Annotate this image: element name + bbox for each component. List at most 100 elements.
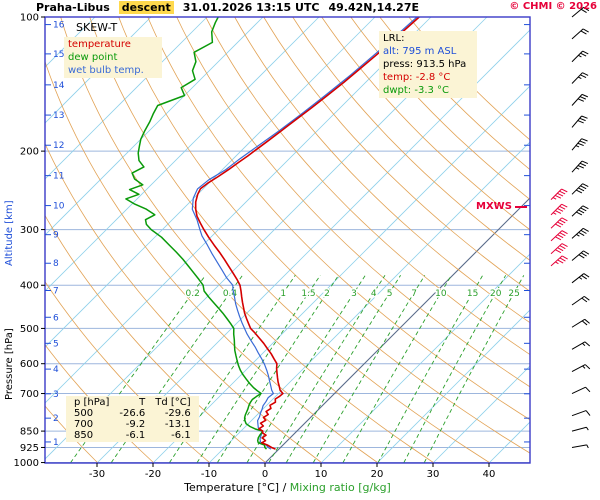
legend-item-dewpoint: dew point [68, 52, 118, 63]
temperature-curve [194, 17, 420, 450]
sounding-table-panel: p [hPa] T Td [°C] 500 -26.6 -29.6 700 -9… [66, 396, 199, 442]
lrl-heading: LRL: [383, 33, 405, 44]
altitude-tick-label: 5 [53, 339, 59, 349]
wind-barb [571, 364, 591, 373]
mixing-ratio-value-label: 10 [435, 289, 447, 299]
wind-barb [571, 444, 589, 449]
copyright-text: © CHMI © 2026 [509, 1, 597, 12]
max-wind-label: MXWS [476, 201, 527, 212]
pressure-tick-label: 850 [20, 427, 39, 438]
cell-td-700: -13.1 [164, 419, 191, 430]
cell-t-500: -26.6 [119, 408, 146, 419]
wind-barb [571, 410, 591, 417]
temperature-tick-label: -30 [89, 469, 105, 480]
altitude-tick-label: 4 [53, 365, 59, 375]
mixing-ratio-value-label: 4 [371, 289, 377, 299]
wind-barb [571, 93, 589, 106]
curve-legend: temperature dew point wet bulb temp. [64, 37, 162, 78]
wind-barb [571, 72, 589, 84]
wind-barb [550, 243, 568, 255]
altitude-tick-label: 13 [53, 111, 64, 121]
x-axis-mixing-label: Mixing ratio [g/kg] [289, 481, 391, 494]
mxws-text: MXWS [476, 201, 512, 212]
lrl-info-box: LRL: alt: 795 m ASL press: 913.5 hPa tem… [379, 31, 477, 98]
table-header-p: p [hPa] [74, 397, 110, 408]
pressure-axis-label: Pressure [hPa] [4, 328, 15, 400]
temperature-tick-label: -10 [201, 469, 217, 480]
mixing-ratio-value-label: 25 [508, 289, 519, 299]
wind-barb [571, 386, 591, 394]
wind-barb [571, 28, 589, 40]
wind-barb [571, 50, 589, 63]
cell-td-500: -29.6 [164, 408, 191, 419]
lrl-dewpoint: dwpt: -3.3 °C [383, 85, 450, 96]
dew-point-curve [125, 17, 268, 450]
sounding-datetime: 31.01.2026 13:15 UTC [182, 1, 320, 14]
table-header-td: Td [°C] [155, 397, 191, 408]
pressure-tick-label: 200 [20, 147, 39, 158]
wind-barb [571, 138, 588, 151]
pressure-tick-label: 300 [20, 225, 39, 236]
temperature-tick-label: 10 [315, 469, 328, 480]
altitude-tick-label: 12 [53, 141, 64, 151]
plot-frame [44, 16, 531, 464]
table-header-t: T [139, 397, 146, 408]
altitude-tick-label: 10 [53, 202, 65, 212]
temperature-tick-label: 40 [483, 469, 496, 480]
mixing-ratio-value-label: 5 [387, 289, 393, 299]
mixing-ratio-value-label: 15 [467, 289, 478, 299]
pressure-tick-label: 925 [20, 443, 39, 454]
wind-barb [550, 188, 568, 200]
diagram-type-label: SKEW-T [76, 21, 118, 34]
cell-p-700: 700 [74, 419, 94, 430]
station-coords: 49.42N,14.27E [328, 1, 420, 14]
wind-barb [571, 318, 590, 328]
sounding-mode-badge: descent [118, 1, 174, 14]
sounding-curves [125, 17, 420, 450]
cell-td-850: -6.1 [171, 430, 191, 441]
temperature-tick-label: -20 [145, 469, 161, 480]
wind-barb [571, 250, 590, 261]
wind-barb [571, 341, 591, 350]
table-row: 700 -9.2 -13.1 [69, 419, 196, 430]
wind-barb [571, 183, 589, 195]
altitude-tick-label: 8 [53, 259, 59, 269]
mxws-pointer-line [514, 205, 527, 208]
mixing-ratio-value-label: 1 [280, 289, 286, 299]
x-axis-separator: / [279, 481, 290, 494]
x-axis-caption: Temperature [°C] / Mixing ratio [g/kg] [0, 481, 575, 494]
mixing-ratio-value-label: 7 [411, 289, 417, 299]
table-header-row: p [hPa] T Td [°C] [69, 397, 196, 408]
mixing-ratio-value-label: 2 [324, 289, 330, 299]
mixing-ratio-value-label: 3 [351, 289, 357, 299]
altitude-tick-label: 11 [53, 172, 64, 182]
pressure-tick-label: 500 [20, 324, 39, 335]
wind-barb [571, 273, 590, 284]
altitude-tick-label: 14 [53, 81, 65, 91]
cell-t-850: -6.1 [125, 430, 146, 441]
table-row: 500 -26.6 -29.6 [69, 408, 196, 419]
lrl-pressure: press: 913.5 hPa [383, 59, 467, 70]
wind-barb [571, 160, 589, 173]
wind-barb [571, 115, 588, 128]
pressure-tick-label: 100 [20, 13, 39, 24]
sounding-table: p [hPa] T Td [°C] 500 -26.6 -29.6 700 -9… [69, 397, 196, 441]
pressure-tick-label: 600 [20, 359, 39, 370]
mixing-ratio-value-label: 0.2 [186, 289, 200, 299]
wind-barb [571, 205, 589, 217]
cell-p-850: 850 [74, 430, 94, 441]
altitude-axis-label: Altitude [km] [4, 200, 15, 266]
wind-barbs [550, 6, 591, 449]
wind-barb [550, 203, 568, 216]
wind-barb [571, 295, 590, 306]
mixing-ratio-value-label: 1.5 [301, 289, 315, 299]
legend-item-wetbulb: wet bulb temp. [68, 65, 144, 76]
axis-ticks: 1002003004005006007008509251000123456789… [14, 13, 530, 480]
wind-barb [571, 6, 590, 18]
wind-barb [550, 255, 568, 267]
wind-barb [571, 227, 589, 239]
altitude-tick-label: 1 [53, 438, 59, 448]
altitude-tick-label: 16 [53, 21, 65, 31]
